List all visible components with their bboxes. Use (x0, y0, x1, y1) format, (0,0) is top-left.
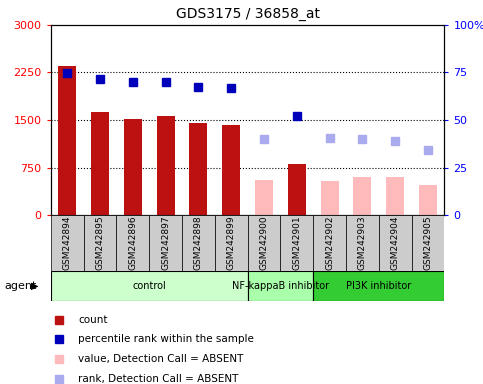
Bar (248, 215, 280, 271)
Bar (124, 119, 142, 215)
Text: rank, Detection Call = ABSENT: rank, Detection Call = ABSENT (78, 374, 239, 384)
Text: ▶: ▶ (31, 281, 39, 291)
Text: GSM242898: GSM242898 (194, 215, 203, 270)
Bar (288, 164, 306, 215)
Text: GSM242903: GSM242903 (358, 215, 367, 270)
Bar (84, 215, 116, 271)
Bar (379, 215, 412, 271)
Bar (255, 180, 273, 215)
Bar (91, 113, 109, 215)
Text: GSM242896: GSM242896 (128, 215, 137, 270)
Bar (280, 215, 313, 271)
Title: GDS3175 / 36858_at: GDS3175 / 36858_at (175, 7, 320, 21)
Text: GSM242905: GSM242905 (424, 215, 432, 270)
Text: agent: agent (5, 281, 37, 291)
Bar (313, 271, 444, 301)
Bar (386, 177, 404, 215)
Bar (58, 66, 76, 215)
Text: value, Detection Call = ABSENT: value, Detection Call = ABSENT (78, 354, 243, 364)
Text: NF-kappaB inhibitor: NF-kappaB inhibitor (232, 281, 329, 291)
Text: GSM242895: GSM242895 (96, 215, 104, 270)
Text: percentile rank within the sample: percentile rank within the sample (78, 334, 254, 344)
Bar (346, 215, 379, 271)
Bar (248, 271, 313, 301)
Bar (189, 122, 207, 215)
Bar (419, 185, 437, 215)
Bar (321, 182, 339, 215)
Text: GSM242904: GSM242904 (391, 216, 399, 270)
Text: GSM242899: GSM242899 (227, 215, 236, 270)
Bar (182, 215, 215, 271)
Bar (156, 116, 174, 215)
Bar (412, 215, 444, 271)
Text: GSM242897: GSM242897 (161, 215, 170, 270)
Bar (313, 215, 346, 271)
Text: control: control (132, 281, 166, 291)
Bar (354, 177, 371, 215)
Text: GSM242894: GSM242894 (63, 216, 71, 270)
Bar (51, 271, 247, 301)
Text: GSM242900: GSM242900 (259, 215, 269, 270)
Bar (116, 215, 149, 271)
Text: PI3K inhibitor: PI3K inhibitor (346, 281, 412, 291)
Bar (51, 215, 84, 271)
Text: count: count (78, 314, 108, 324)
Bar (215, 215, 248, 271)
Bar (222, 125, 240, 215)
Text: GSM242902: GSM242902 (325, 216, 334, 270)
Text: GSM242901: GSM242901 (292, 215, 301, 270)
Bar (149, 215, 182, 271)
